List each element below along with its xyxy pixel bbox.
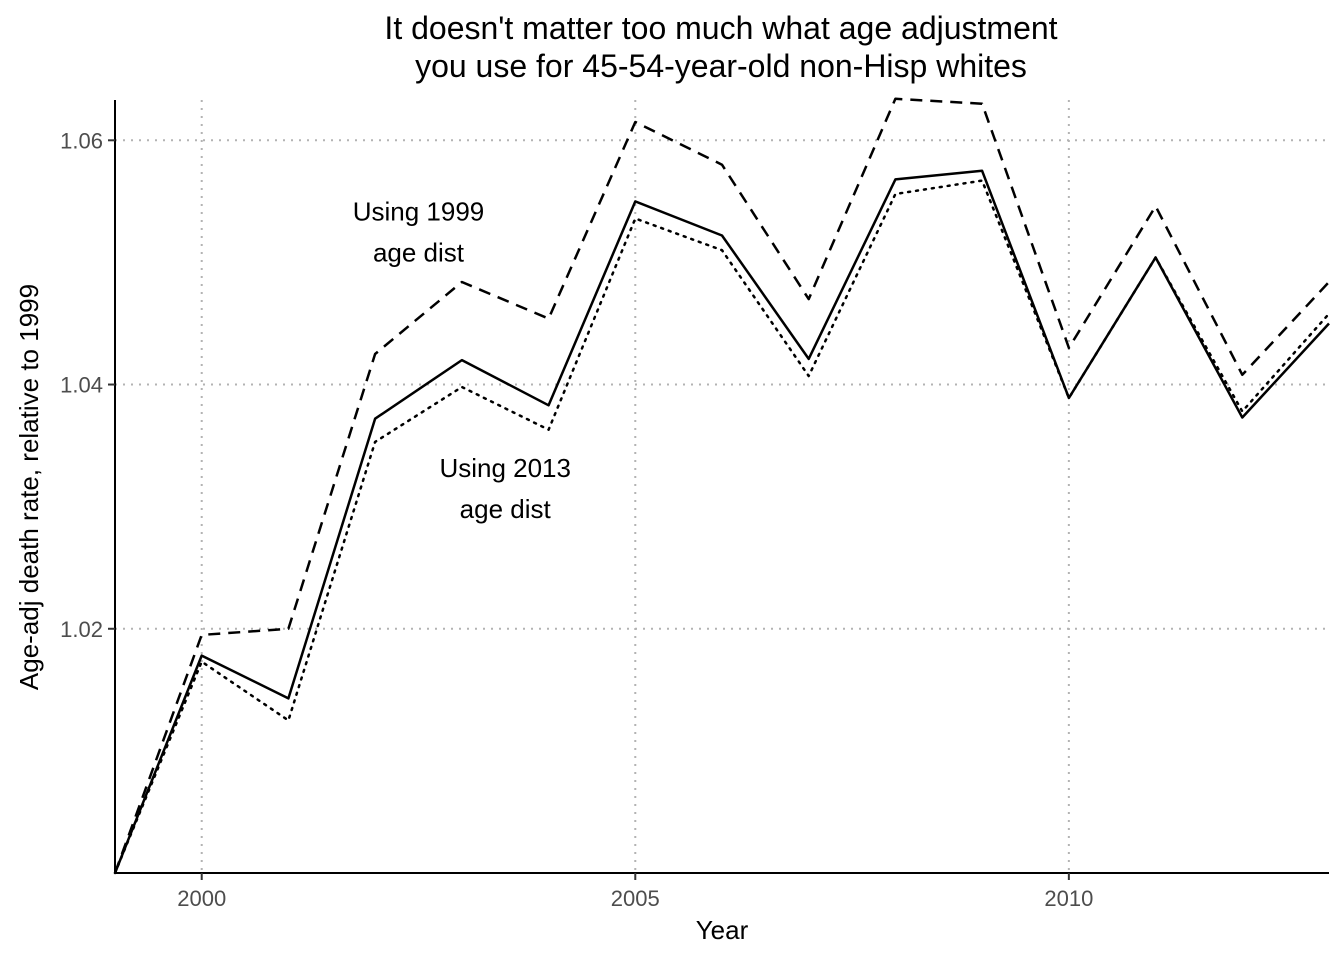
y-tick-label-1: 1.04: [60, 373, 103, 398]
annotation-0-line-0: Using 1999: [353, 196, 485, 226]
y-axis-title: Age-adj death rate, relative to 1999: [14, 284, 44, 690]
series-layer: [113, 97, 1331, 875]
x-tick-label-2000: 2000: [177, 886, 226, 911]
y-tick-label-2: 1.06: [60, 128, 103, 153]
x-tick-label-2010: 2010: [1044, 886, 1093, 911]
annotation-layer: Using 1999 age dist Using 2013 age dist: [353, 196, 571, 523]
y-tick-label-0: 1.02: [60, 617, 103, 642]
series-line-dashed: [113, 97, 1330, 874]
annotation-1-line-0: Using 2013: [439, 453, 571, 483]
x-tick-label-2005: 2005: [611, 886, 660, 911]
tick-layer: 2000 2005 2010 1.02 1.04 1.06: [60, 128, 1093, 911]
series-line-solid: [113, 169, 1330, 874]
chart-title-line-1: It doesn't matter too much what age adju…: [384, 10, 1057, 46]
series-line-dotted: [113, 179, 1331, 875]
chart-title-line-2: you use for 45-54-year-old non-Hisp whit…: [415, 48, 1027, 84]
x-axis-title: Year: [696, 915, 749, 945]
annotation-0-line-1: age dist: [373, 237, 465, 267]
grid-layer: [115, 100, 1329, 873]
annotation-1-line-1: age dist: [460, 494, 552, 524]
